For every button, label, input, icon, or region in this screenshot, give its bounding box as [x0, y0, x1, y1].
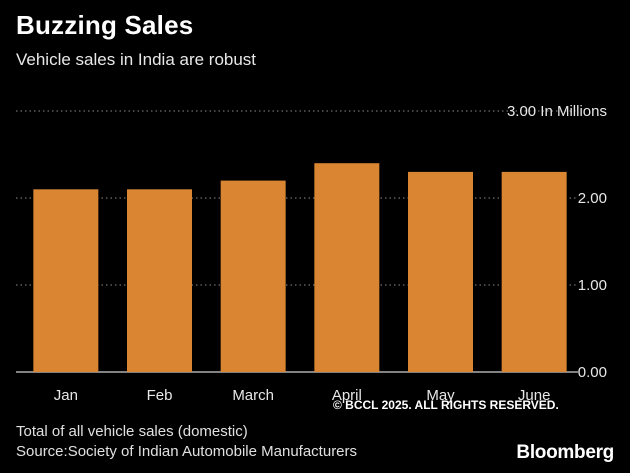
y-tick-label: 3.00 In Millions: [507, 103, 607, 120]
y-tick-label: 1.00: [578, 277, 607, 294]
bar: [127, 189, 192, 372]
y-tick-label: 2.00: [578, 190, 607, 207]
bar: [33, 189, 99, 372]
y-tick-label: 0.00: [578, 364, 607, 381]
chart-note: Total of all vehicle sales (domestic): [16, 423, 248, 440]
x-tick-label: Jan: [54, 387, 78, 404]
chart-title: Buzzing Sales: [16, 10, 194, 40]
x-tick-label: Feb: [147, 387, 173, 404]
chart-subtitle: Vehicle sales in India are robust: [16, 50, 257, 69]
bar: [408, 171, 473, 372]
x-tick-label: May: [426, 387, 455, 404]
x-tick-label: June: [518, 387, 551, 404]
copyright-notice: © BCCL 2025. ALL RIGHTS RESERVED.: [333, 398, 559, 412]
chart-source: Source:Society of Indian Automobile Manu…: [16, 443, 358, 460]
bloomberg-logo: Bloomberg: [516, 442, 614, 463]
bar: [501, 171, 567, 372]
bar: [220, 180, 286, 372]
x-tick-label: April: [332, 387, 362, 404]
bar: [314, 163, 380, 372]
x-tick-label: March: [232, 387, 274, 404]
